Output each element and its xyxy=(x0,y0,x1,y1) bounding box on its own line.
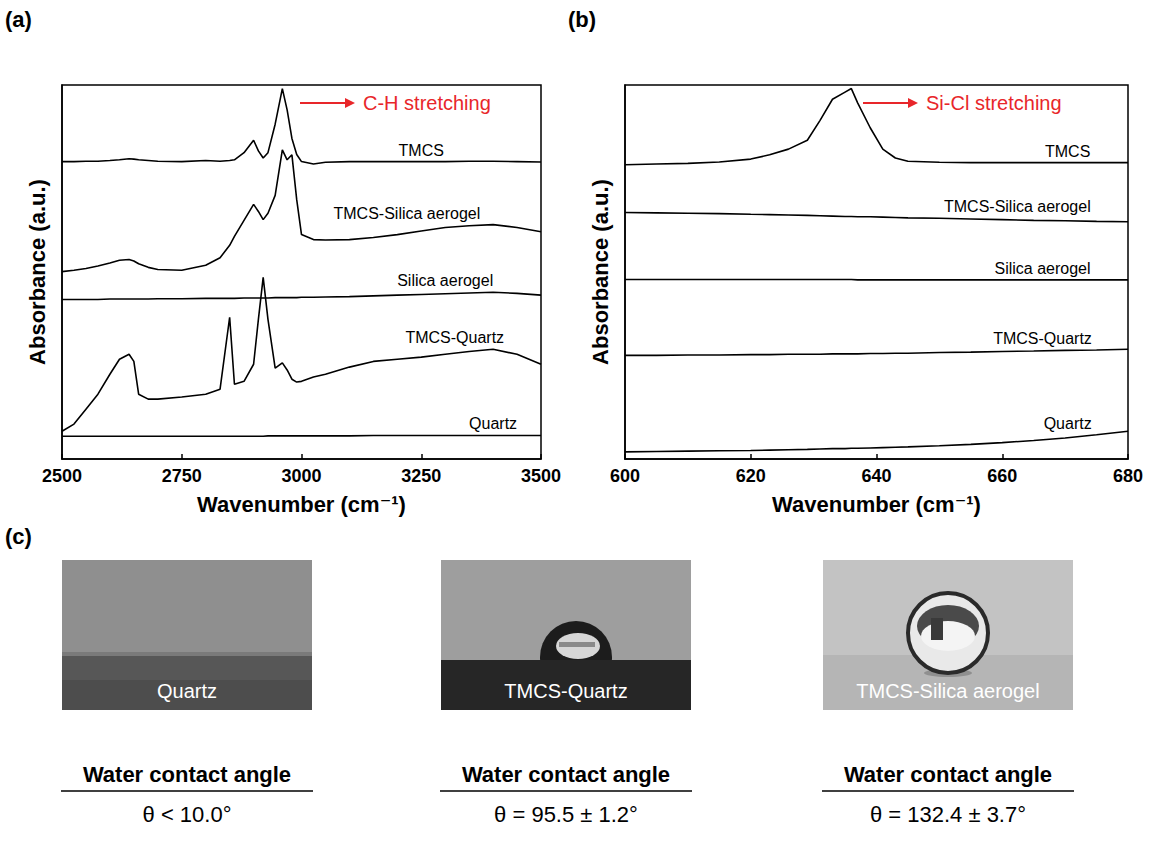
svg-text:660: 660 xyxy=(987,466,1017,486)
svg-text:2500: 2500 xyxy=(42,466,82,486)
svg-text:2750: 2750 xyxy=(162,466,202,486)
svg-text:600: 600 xyxy=(610,466,640,486)
svg-text:TMCS-Silica aerogel: TMCS-Silica aerogel xyxy=(944,198,1091,215)
svg-text:C-H stretching: C-H stretching xyxy=(363,92,491,114)
svg-text:TMCS-Quartz: TMCS-Quartz xyxy=(993,330,1092,347)
svg-text:Water contact angle: Water contact angle xyxy=(462,762,670,787)
svg-text:Absorbance (a.u.): Absorbance (a.u.) xyxy=(25,179,50,365)
svg-text:(b): (b) xyxy=(568,7,596,32)
svg-text:Silica aerogel: Silica aerogel xyxy=(397,272,493,289)
svg-text:TMCS: TMCS xyxy=(399,142,444,159)
svg-text:Water contact angle: Water contact angle xyxy=(844,762,1052,787)
svg-text:TMCS-Quartz: TMCS-Quartz xyxy=(504,680,627,702)
svg-text:Silica aerogel: Silica aerogel xyxy=(994,260,1090,277)
svg-text:TMCS-Silica aerogel: TMCS-Silica aerogel xyxy=(334,205,481,222)
svg-text:Wavenumber (cm⁻¹): Wavenumber (cm⁻¹) xyxy=(772,492,981,517)
svg-text:Quartz: Quartz xyxy=(157,680,217,702)
svg-text:Quartz: Quartz xyxy=(469,415,517,432)
svg-text:640: 640 xyxy=(861,466,891,486)
svg-text:Wavenumber (cm⁻¹): Wavenumber (cm⁻¹) xyxy=(197,492,406,517)
svg-text:θ = 95.5 ± 1.2°: θ = 95.5 ± 1.2° xyxy=(494,802,638,827)
svg-text:Water contact angle: Water contact angle xyxy=(83,762,291,787)
svg-text:3000: 3000 xyxy=(281,466,321,486)
svg-text:Quartz: Quartz xyxy=(1044,415,1092,432)
svg-text:θ < 10.0°: θ < 10.0° xyxy=(143,802,232,827)
svg-text:(c): (c) xyxy=(5,524,32,549)
svg-text:(a): (a) xyxy=(5,7,32,32)
svg-text:Absorbance (a.u.): Absorbance (a.u.) xyxy=(588,179,613,365)
svg-text:3500: 3500 xyxy=(521,466,561,486)
svg-text:TMCS: TMCS xyxy=(1045,143,1090,160)
svg-text:TMCS-Silica aerogel: TMCS-Silica aerogel xyxy=(856,680,1039,702)
svg-text:680: 680 xyxy=(1113,466,1143,486)
svg-text:θ = 132.4 ± 3.7°: θ = 132.4 ± 3.7° xyxy=(870,802,1026,827)
svg-text:Si-Cl stretching: Si-Cl stretching xyxy=(926,92,1062,114)
svg-text:3250: 3250 xyxy=(401,466,441,486)
svg-text:620: 620 xyxy=(736,466,766,486)
svg-text:TMCS-Quartz: TMCS-Quartz xyxy=(405,329,504,346)
